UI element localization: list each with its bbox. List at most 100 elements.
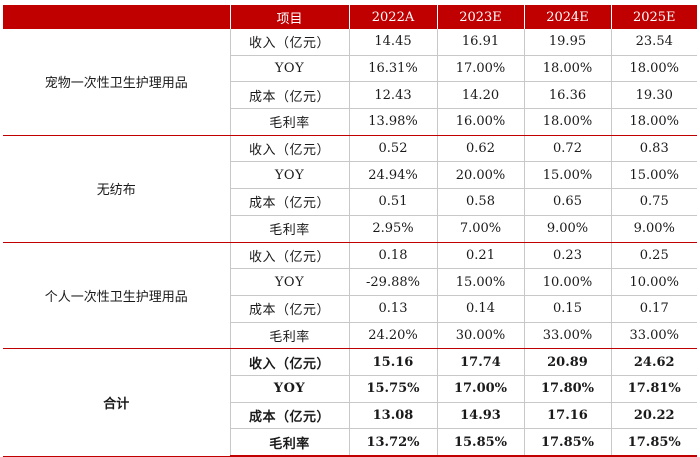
value-cell: 24.94% [349, 161, 438, 190]
table-row: 成本（亿元） 0.51 0.58 0.65 0.75 [3, 188, 697, 216]
value-cell: 7.00% [437, 215, 525, 243]
segment-label-personal-hygiene: 个人一次性卫生护理用品 [3, 242, 231, 350]
value-cell: 20.89 [524, 348, 612, 376]
value-cell: 15.00% [611, 161, 697, 190]
value-cell: 0.23 [524, 242, 612, 270]
table-row: YOY 24.94% 20.00% 15.00% 15.00% [3, 161, 697, 190]
header-item: 项目 [230, 5, 350, 29]
metric-label-yoy: YOY [230, 375, 350, 403]
value-cell: 17.81% [611, 375, 697, 403]
value-cell: 17.80% [524, 375, 612, 403]
value-cell: 9.00% [611, 215, 697, 243]
value-cell: 20.00% [437, 161, 525, 190]
table-row: 成本（亿元） 0.13 0.14 0.15 0.17 [3, 295, 697, 323]
value-cell: 18.00% [524, 55, 612, 83]
value-cell: 15.00% [437, 268, 525, 296]
metric-label-yoy: YOY [230, 161, 350, 190]
metric-label-cost: 成本（亿元） [230, 188, 350, 216]
value-cell: 23.54 [611, 29, 697, 56]
value-cell: 17.00% [437, 55, 525, 83]
table-body: 宠物一次性卫生护理用品 收入（亿元） 14.45 16.91 19.95 23.54 YOY… [3, 29, 697, 457]
value-cell: 0.72 [524, 135, 612, 163]
value-cell: 0.21 [437, 242, 525, 270]
table-row: 毛利率 2.95% 7.00% 9.00% 9.00% [3, 215, 697, 243]
value-cell: 18.00% [611, 55, 697, 83]
value-cell: 17.16 [524, 402, 612, 430]
value-cell: 13.08 [349, 402, 438, 430]
table-row: YOY 15.75% 17.00% 17.80% 17.81% [3, 375, 697, 403]
table-header-row: 项目 2022A 2023E 2024E 2025E [3, 5, 697, 29]
table-row: 个人一次性卫生护理用品 收入（亿元） 0.18 0.21 0.23 0.25 [3, 242, 697, 350]
value-cell: 10.00% [524, 268, 612, 296]
value-cell: 17.00% [437, 375, 525, 403]
metric-label-revenue: 收入（亿元） [230, 29, 350, 56]
value-cell: 0.75 [611, 188, 697, 216]
metric-label-yoy: YOY [230, 268, 350, 296]
metric-label-revenue: 收入（亿元） [230, 135, 350, 163]
header-year-2024e: 2024E [524, 5, 612, 29]
value-cell: 16.31% [349, 55, 438, 83]
value-cell: 18.00% [524, 108, 612, 136]
table-row: 合计 收入（亿元） 15.16 17.74 20.89 24.62 [3, 348, 697, 457]
value-cell: 0.25 [611, 242, 697, 270]
value-cell: 0.65 [524, 188, 612, 216]
metric-label-gross-margin: 毛利率 [230, 108, 350, 136]
value-cell: 14.45 [349, 29, 438, 56]
table-row: 宠物一次性卫生护理用品 收入（亿元） 14.45 16.91 19.95 23.54 [3, 29, 697, 136]
value-cell: 0.15 [524, 295, 612, 323]
value-cell: 0.51 [349, 188, 438, 216]
value-cell: 16.00% [437, 108, 525, 136]
value-cell: 15.75% [349, 375, 438, 403]
table-row: 毛利率 13.98% 16.00% 18.00% 18.00% [3, 108, 697, 136]
table-row: 成本（亿元） 12.43 14.20 16.36 19.30 [3, 81, 697, 110]
metric-label-revenue: 收入（亿元） [230, 348, 350, 376]
value-cell: 12.43 [349, 81, 438, 110]
segment-label-total: 合计 [3, 348, 231, 457]
table-row: YOY 16.31% 17.00% 18.00% 18.00% [3, 55, 697, 83]
value-cell: 16.91 [437, 29, 525, 56]
metric-label-cost: 成本（亿元） [230, 402, 350, 430]
value-cell: 14.93 [437, 402, 525, 430]
table-row: 成本（亿元） 13.08 14.93 17.16 20.22 [3, 402, 697, 430]
table-row: 无纺布 收入（亿元） 0.52 0.62 0.72 0.83 [3, 135, 697, 243]
value-cell: 19.30 [611, 81, 697, 110]
value-cell: 0.18 [349, 242, 438, 270]
value-cell: 0.83 [611, 135, 697, 163]
value-cell: 15.16 [349, 348, 438, 376]
value-cell: 9.00% [524, 215, 612, 243]
value-cell: 24.20% [349, 322, 438, 350]
segment-label-nonwoven: 无纺布 [3, 135, 231, 243]
value-cell: 0.52 [349, 135, 438, 163]
value-cell: 24.62 [611, 348, 697, 376]
value-cell: 0.17 [611, 295, 697, 323]
value-cell: 19.95 [524, 29, 612, 56]
metric-label-yoy: YOY [230, 55, 350, 83]
value-cell: 20.22 [611, 402, 697, 430]
value-cell: 2.95% [349, 215, 438, 243]
value-cell: 33.00% [524, 322, 612, 350]
value-cell: 0.13 [349, 295, 438, 323]
metric-label-cost: 成本（亿元） [230, 81, 350, 110]
header-year-2023e: 2023E [437, 5, 525, 29]
metric-label-cost: 成本（亿元） [230, 295, 350, 323]
value-cell: -29.88% [349, 268, 438, 296]
value-cell: 16.36 [524, 81, 612, 110]
header-year-2025e: 2025E [611, 5, 697, 29]
value-cell: 15.00% [524, 161, 612, 190]
metric-label-gross-margin: 毛利率 [230, 215, 350, 243]
segment-label-pet-hygiene: 宠物一次性卫生护理用品 [3, 29, 231, 136]
value-cell: 10.00% [611, 268, 697, 296]
value-cell: 13.98% [349, 108, 438, 136]
value-cell: 33.00% [611, 322, 697, 350]
metric-label-revenue: 收入（亿元） [230, 242, 350, 270]
revenue-forecast-table: 项目 2022A 2023E 2024E 2025E 宠物一次性卫生护理用品 收入… [3, 5, 697, 457]
value-cell: 0.62 [437, 135, 525, 163]
table-row: 毛利率 24.20% 30.00% 33.00% 33.00% [3, 322, 697, 350]
value-cell: 30.00% [437, 322, 525, 350]
value-cell: 14.20 [437, 81, 525, 110]
metric-label-gross-margin: 毛利率 [230, 322, 350, 350]
header-segment-blank [3, 5, 231, 29]
value-cell: 0.14 [437, 295, 525, 323]
value-cell: 17.74 [437, 348, 525, 376]
